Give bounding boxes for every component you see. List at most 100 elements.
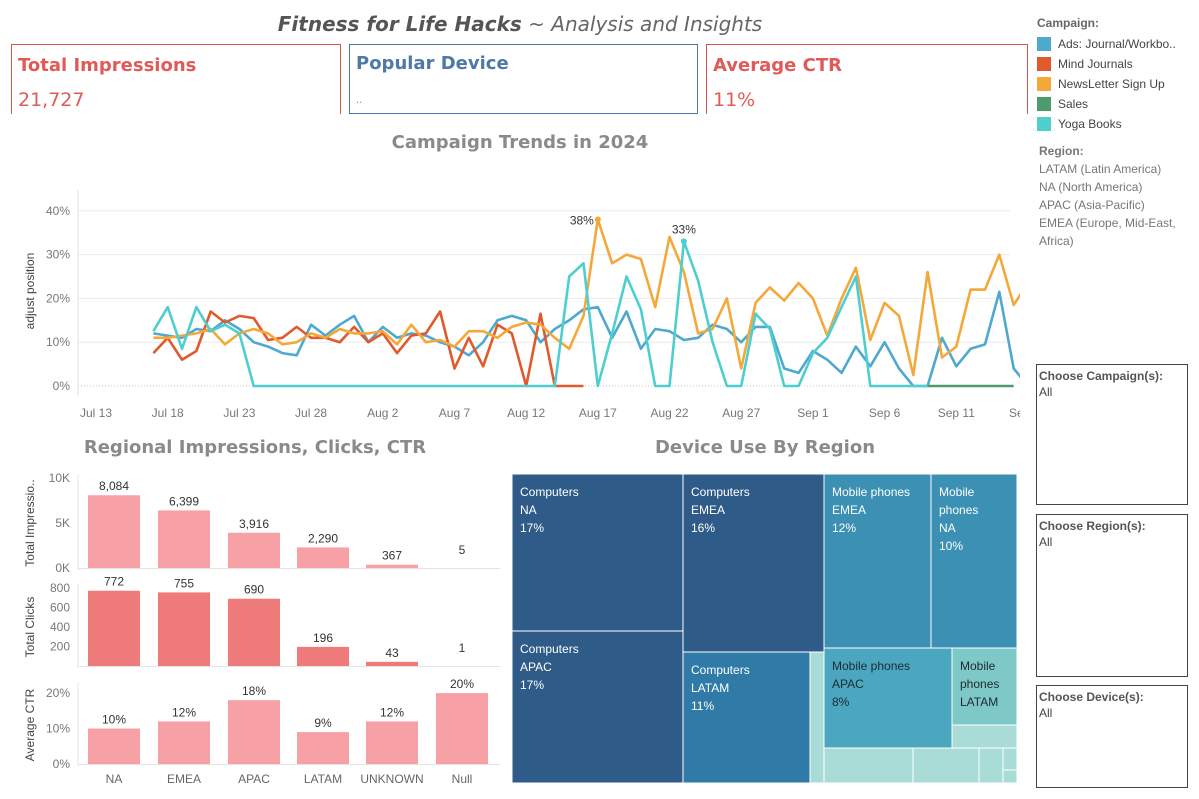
treemap-region-label: LATAM [960,695,998,709]
campaign-filter[interactable]: Choose Campaign(s): All [1036,364,1188,505]
treemap-pct-label: 17% [520,521,544,535]
x-tick-label: Aug 27 [722,406,760,420]
bar-value-label: 18% [242,684,266,698]
bar [88,590,140,666]
bar-value-label: 755 [174,576,194,590]
region-line: NA (North America) [1039,180,1143,194]
y-tick-label: 10K [49,471,70,485]
bar-value-label: 10% [102,713,126,727]
kpi-value: 11% [713,89,756,111]
legend-item[interactable]: Yoga Books [1037,114,1197,134]
kpi-popular-device: Popular Device .. [349,44,698,114]
category-label: LATAM [304,772,342,786]
device-filter[interactable]: Choose Device(s): All [1036,685,1188,788]
category-label: APAC [238,772,270,786]
category-label: NA [106,772,123,786]
treemap-region-label: LATAM [691,681,729,695]
bar [436,693,488,764]
panel-axis-title: Total Impressio.. [23,479,37,566]
bar [158,721,210,764]
legend-label: Mind Journals [1058,57,1133,71]
region-filter[interactable]: Choose Region(s): All [1036,514,1188,677]
bar-value-label: 20% [450,677,474,691]
bar [88,495,140,568]
x-tick-label: Jul 23 [223,406,255,420]
bar-value-label: 12% [380,705,404,719]
bar-value-label: 9% [314,716,332,730]
treemap-region-label: EMEA [691,503,725,517]
treemap-pct-label: 11% [691,699,714,713]
y-tick-label: 800 [50,581,70,595]
device-treemap[interactable]: Computers NA 17% Computers APAC 17% Computers E… [512,474,1018,784]
treemap-device-label: phones [960,677,999,691]
bar [366,661,418,666]
panel-axis-title: Total Clicks [23,597,37,658]
x-tick-label: Jul 18 [152,406,184,420]
treemap-cell-small [951,724,1018,749]
treemap-cell [823,474,932,649]
legend-item[interactable]: Mind Journals [1037,54,1197,74]
treemap-cell-small [809,651,825,784]
y-tick-label: 10% [46,335,70,349]
campaign-trends-chart[interactable]: 0% 10% 20% 30% 40% adjust position Jul 13 Jul 1… [0,160,1020,430]
treemap-cell [951,647,1018,726]
y-tick-label: 10% [46,722,70,736]
y-tick-label: 0% [53,757,71,771]
bar [297,547,349,568]
region-info: Region: LATAM (Latin America) NA (North … [1039,142,1197,250]
bar [158,592,210,666]
bar-value-label: 8,084 [99,479,129,493]
bar-value-label: 196 [313,631,333,645]
treemap-cell-small [1002,747,1018,771]
category-label: Null [452,772,473,786]
bar [228,598,280,666]
region-line: EMEA (Europe, Mid-East, [1039,216,1176,230]
filter-value[interactable]: All [1039,706,1053,720]
y-tick-label: 20% [46,291,70,305]
category-label: EMEA [167,772,201,786]
y-tick-label: 0K [55,561,70,575]
filter-value[interactable]: All [1039,385,1053,399]
treemap-device-label: Computers [520,485,579,499]
kpi-label: Total Impressions [18,55,197,76]
legend-item[interactable]: Sales [1037,94,1197,114]
legend-label: Yoga Books [1058,117,1122,131]
bar-value-label: 12% [172,705,196,719]
treemap-pct-label: 16% [691,521,715,535]
treemap-pct-label: 17% [520,678,544,692]
filter-label: Choose Region(s): [1039,519,1146,533]
bar-value-label: 690 [244,583,264,597]
treemap-cell-small [823,747,914,784]
filter-label: Choose Campaign(s): [1039,369,1164,383]
series-line [153,218,1020,377]
dashboard-title-sep: ~ [521,12,552,36]
bar-value-label: 43 [385,646,399,660]
bar [297,646,349,666]
treemap-cell [512,630,684,784]
x-tick-label: Aug 2 [367,406,399,420]
bar [228,700,280,764]
legend-item[interactable]: Ads: Journal/Workbo.. [1037,34,1197,54]
series-line [152,310,584,388]
filter-value[interactable]: All [1039,535,1053,549]
treemap-pct-label: 8% [832,695,850,709]
dashboard-title: Fitness for Life Hacks ~ Analysis and In… [0,12,1040,36]
legend-swatch [1037,57,1051,71]
bar-value-label: 6,399 [169,494,199,508]
bar [297,732,349,764]
peak-marker [680,238,687,245]
annotation-label: 33% [672,222,696,236]
regional-bar-chart[interactable]: Total Impressio.. 10K 5K 0K 8,084 6,399 3,916 2… [0,462,510,797]
bar-value-label: 772 [104,575,124,589]
kpi-label: Popular Device [356,53,509,74]
treemap-device-label: phones [939,503,978,517]
treemap-device-label: Mobile [939,485,975,499]
x-tick-label: Aug 7 [439,406,471,420]
y-tick-label: 30% [46,248,70,262]
legend-item[interactable]: NewsLetter Sign Up [1037,74,1197,94]
x-tick-label: Jul 28 [295,406,327,420]
x-tick-label: Aug 22 [651,406,689,420]
y-axis-label: adjust position [23,253,37,330]
series-line [153,290,1020,388]
bar [366,564,418,568]
